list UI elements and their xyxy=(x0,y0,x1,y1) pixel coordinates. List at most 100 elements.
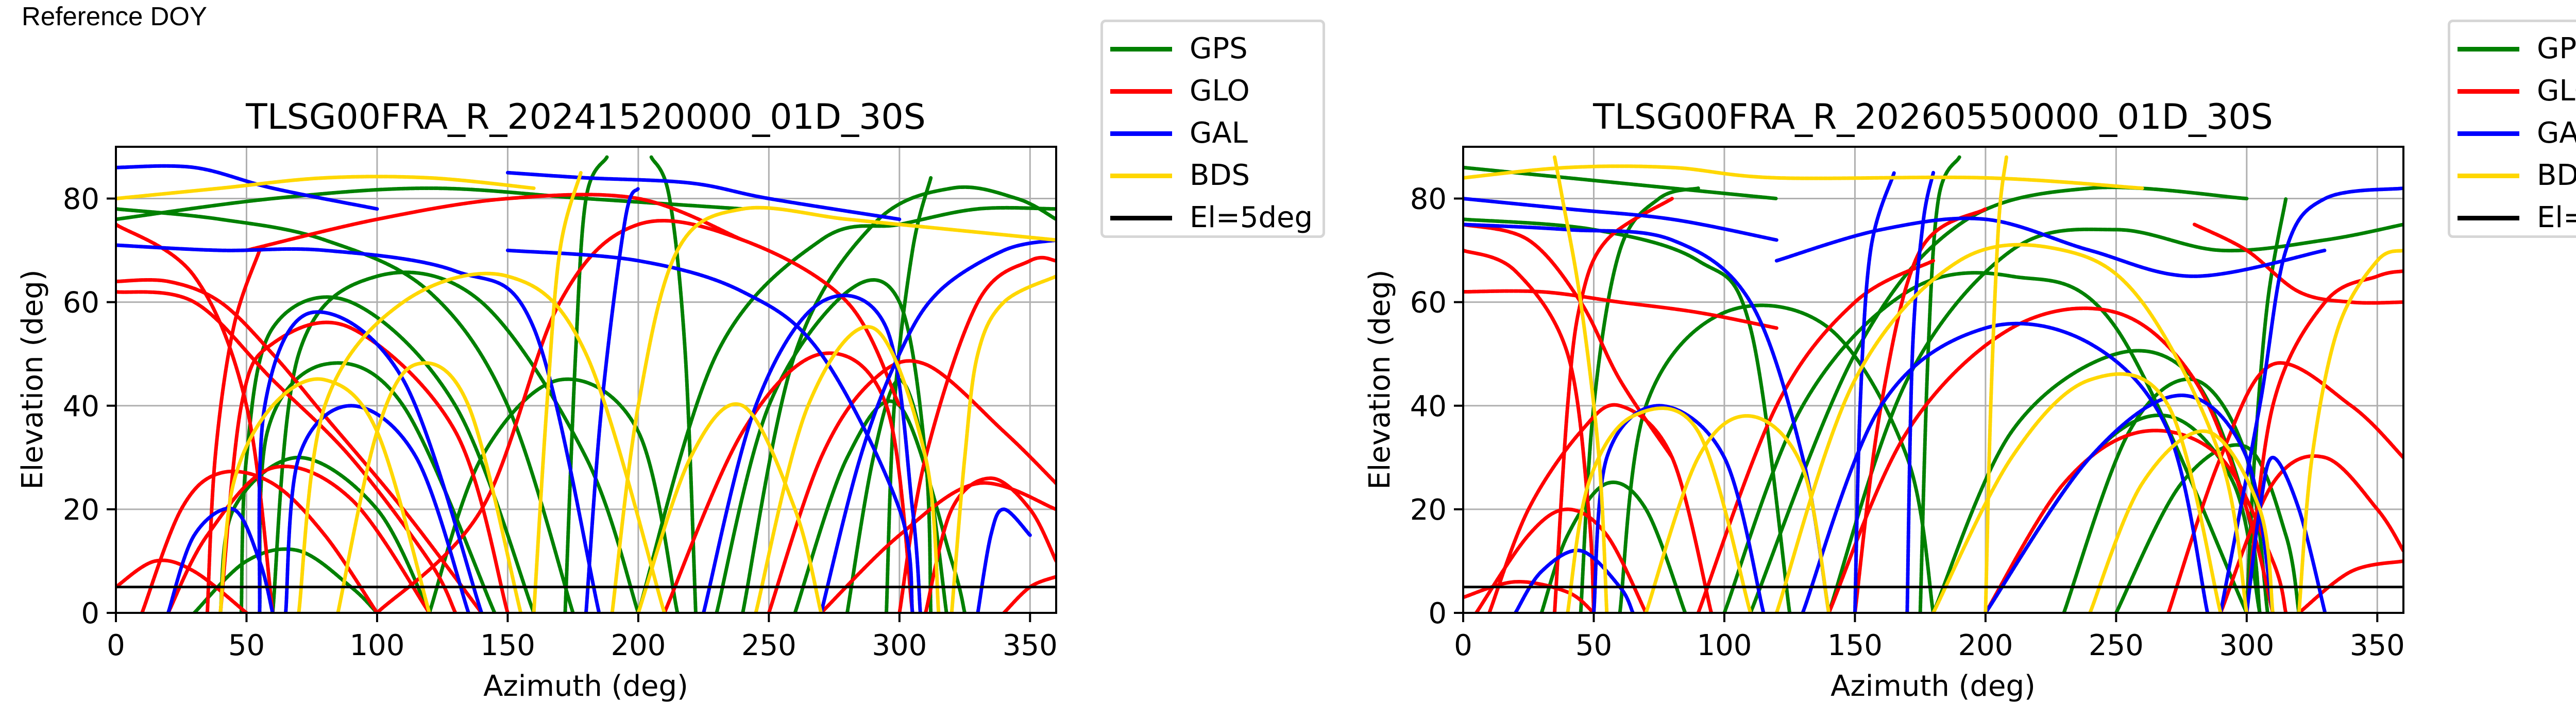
x-axis-label: Azimuth (deg) xyxy=(1831,670,2036,703)
legend-line-swatch xyxy=(1110,131,1172,136)
legend-entry-el-5deg: El=5deg xyxy=(1110,202,1313,233)
y-tick-label: 0 xyxy=(1428,597,1447,630)
track-glo xyxy=(1487,403,1714,613)
legend-entry-el-5deg: El=5deg xyxy=(2458,202,2576,233)
track-gal xyxy=(1513,548,1635,613)
legend-line-swatch xyxy=(1110,46,1172,52)
track-gps xyxy=(1827,222,2403,613)
track-gal xyxy=(116,243,601,613)
track-gps xyxy=(270,270,640,613)
x-tick-label: 350 xyxy=(2350,629,2405,662)
track-gal xyxy=(2218,186,2403,613)
legend-label: GAL xyxy=(1190,116,1248,150)
track-glo xyxy=(218,320,510,613)
track-gal xyxy=(2245,455,2327,613)
y-tick-label: 60 xyxy=(1410,286,1447,320)
track-gal xyxy=(584,186,640,613)
satellite-tracks xyxy=(116,155,1056,613)
track-bds xyxy=(2088,429,2275,613)
track-glo xyxy=(244,193,745,252)
track-bds xyxy=(1774,243,2249,613)
track-gps xyxy=(427,377,680,613)
y-tick-label: 40 xyxy=(1410,390,1447,423)
legend-label: El=5deg xyxy=(1190,201,1313,234)
track-gal xyxy=(1801,321,2210,613)
legend-2026: GPS GLO GAL BDS El=5deg xyxy=(2448,20,2576,238)
track-gps xyxy=(1618,303,1935,613)
track-gal xyxy=(505,248,914,613)
track-gps xyxy=(1579,186,1700,613)
track-gal xyxy=(505,170,902,221)
legend-line-swatch xyxy=(2458,173,2519,178)
x-axis-label: Azimuth (deg) xyxy=(483,670,688,703)
y-tick-label: 0 xyxy=(81,597,99,630)
track-glo xyxy=(116,278,484,613)
track-glo xyxy=(819,481,1056,613)
x-tick-label: 200 xyxy=(1958,629,2013,662)
legend-line-swatch xyxy=(2458,46,2519,52)
axes-frame xyxy=(1462,146,2404,614)
track-glo xyxy=(116,290,457,613)
track-glo xyxy=(1463,580,1596,613)
legend-entry-bds: BDS xyxy=(2458,160,2576,191)
y-tick-label: 20 xyxy=(63,493,99,527)
legend-entry-bds: BDS xyxy=(1110,160,1250,191)
legend-label: GLO xyxy=(1190,74,1250,108)
legend-entry-glo: GLO xyxy=(2458,76,2576,107)
track-glo xyxy=(2166,361,2403,613)
chart-title: TLSG00FRA_R_20241520000_01D_30S xyxy=(245,97,926,138)
track-glo xyxy=(1463,248,1596,613)
x-tick-label: 300 xyxy=(872,629,927,662)
legend-label: BDS xyxy=(2537,159,2576,192)
track-gal xyxy=(1591,404,1766,613)
x-tick-label: 350 xyxy=(1003,629,1058,662)
track-gal xyxy=(1905,170,1935,613)
track-gps xyxy=(116,186,745,221)
track-bds xyxy=(950,274,1056,613)
track-bds xyxy=(297,271,667,613)
chart-title: TLSG00FRA_R_20260550000_01D_30S xyxy=(1592,97,2273,138)
track-bds xyxy=(1984,155,2008,613)
x-tick-label: 150 xyxy=(1827,629,1883,662)
track-glo xyxy=(1827,306,2275,613)
track-gal xyxy=(702,294,922,613)
legend-line-swatch xyxy=(2458,131,2519,136)
track-gps xyxy=(2114,443,2301,613)
track-bds xyxy=(1644,414,1831,613)
track-bds xyxy=(754,325,941,613)
track-bds xyxy=(1931,372,2223,613)
legend-entry-gps: GPS xyxy=(2458,33,2576,64)
y-axis-label: Elevation (deg) xyxy=(16,269,49,489)
track-glo xyxy=(140,469,379,613)
x-tick-label: 250 xyxy=(741,629,796,662)
legend-line-swatch xyxy=(1110,215,1172,220)
track-bds xyxy=(610,205,1056,613)
track-bds xyxy=(1463,164,2144,190)
track-gps xyxy=(636,205,1056,613)
y-tick-label: 80 xyxy=(1410,183,1447,216)
reference-doy-label: Reference DOY xyxy=(22,2,207,31)
track-glo xyxy=(1474,507,1648,613)
track-gal xyxy=(1774,216,2327,278)
plot-area: 0 50 100 150 200 250 300 350 0 20 40 60 80 xyxy=(63,146,1058,662)
y-tick-label: 60 xyxy=(63,286,99,320)
legend-label: El=5deg xyxy=(2537,201,2576,234)
track-glo xyxy=(1463,289,1778,330)
legend-line-swatch xyxy=(2458,215,2519,220)
track-gal xyxy=(1463,197,1778,242)
track-gps xyxy=(715,278,933,613)
axes-frame xyxy=(115,146,1057,614)
track-gal xyxy=(1853,170,1896,613)
track-bds xyxy=(116,175,536,201)
x-tick-label: 0 xyxy=(1454,629,1472,662)
track-bds xyxy=(636,402,823,613)
track-bds xyxy=(336,361,523,613)
legend-2024: GPS GLO GAL BDS El=5deg xyxy=(1100,20,1325,238)
x-tick-label: 50 xyxy=(228,629,265,662)
track-gps xyxy=(741,185,1056,613)
track-bds xyxy=(218,377,431,613)
legend-label: BDS xyxy=(1190,159,1250,192)
legend-line-swatch xyxy=(1110,173,1172,178)
track-glo xyxy=(116,558,248,613)
track-glo xyxy=(2218,454,2403,613)
